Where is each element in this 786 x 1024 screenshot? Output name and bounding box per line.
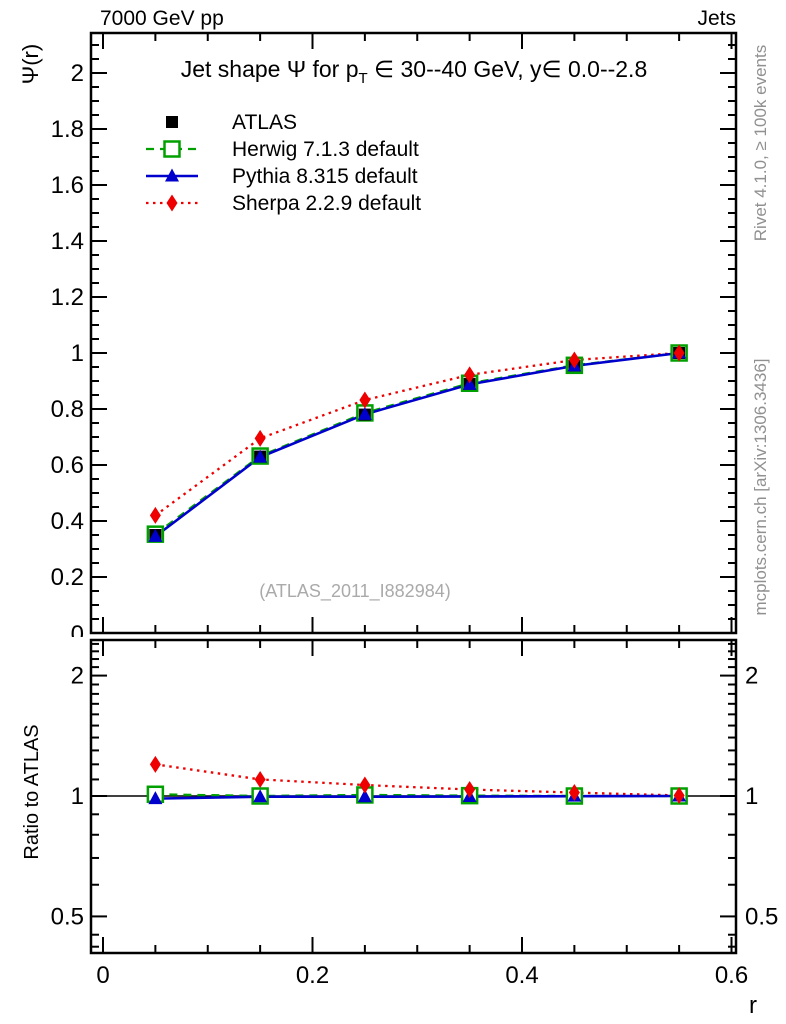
main-y-axis-label: Ψ(r) xyxy=(18,44,43,84)
series-marker-sherpa xyxy=(568,351,580,369)
series-marker-pythia xyxy=(253,449,268,463)
legend-label: Herwig 7.1.3 default xyxy=(232,138,419,161)
beam-energy-label: 7000 GeV pp xyxy=(100,7,224,30)
series-line-sherpa xyxy=(154,351,680,517)
ratio-y-tick-label-right: 0.5 xyxy=(745,903,778,930)
series-marker-sherpa xyxy=(149,506,161,524)
x-axis-label: r xyxy=(749,992,757,1019)
main-y-tick-label: 0.6 xyxy=(51,452,84,479)
x-tick-label: 0.6 xyxy=(715,962,748,989)
series-marker-sherpa xyxy=(254,770,266,788)
series-marker-sherpa xyxy=(166,194,178,212)
analysis-group-label: Jets xyxy=(697,7,736,30)
series-line-sherpa xyxy=(155,763,680,797)
main-y-tick-label: 1.2 xyxy=(51,284,84,311)
main-y-tick-label: 2 xyxy=(71,60,84,87)
main-panel-series xyxy=(146,344,688,543)
main-y-tick-label: 1.6 xyxy=(51,172,84,199)
x-tick-label: 0 xyxy=(96,962,109,989)
mcplots-arxiv-note: mcplots.cern.ch [arXiv:1306.3436] xyxy=(751,358,770,615)
series-marker-sherpa xyxy=(673,344,685,362)
ratio-y-tick-label-left: 2 xyxy=(71,663,84,690)
series-marker-sherpa xyxy=(149,755,161,773)
series-marker-pythia xyxy=(253,789,268,803)
legend: ATLAS Herwig 7.1.3 default Pythia 8.315 de… xyxy=(146,111,421,215)
series-marker-sherpa xyxy=(464,366,476,384)
ratio-y-tick-label-left: 0.5 xyxy=(51,903,84,930)
series-marker-pythia xyxy=(148,791,163,805)
main-y-tick-label: 0.2 xyxy=(51,564,84,591)
series-marker-pythia xyxy=(165,168,179,182)
x-tick-label: 0.2 xyxy=(296,962,329,989)
series-line-pythia xyxy=(155,794,680,800)
rivet-version-note: Rivet 4.1.0, ≥ 100k events xyxy=(751,45,770,241)
plot-title-post: ∈ 30--40 GeV, y∈ 0.0--2.8 xyxy=(368,56,648,82)
series-marker-sherpa xyxy=(359,391,371,409)
series-marker-pythia xyxy=(357,789,372,803)
series-marker-sherpa xyxy=(359,776,371,794)
main-y-tick-labels: 0.2 0.4 0.6 0.8 1 1.2 1.4 1.6 1.8 2 0 xyxy=(51,60,84,648)
legend-label: ATLAS xyxy=(232,111,297,134)
series-marker-sherpa xyxy=(673,786,685,804)
legend-label: Pythia 8.315 default xyxy=(232,165,418,188)
series-marker-pythia xyxy=(462,376,477,390)
main-y-tick-label: 0.4 xyxy=(51,508,84,535)
ratio-y-axis-label: Ratio to ATLAS xyxy=(21,724,43,859)
main-panel-frame xyxy=(89,31,738,635)
plot-title-pre: Jet shape Ψ for p xyxy=(181,56,359,82)
series-marker-sherpa xyxy=(568,784,580,802)
main-y-tick-label: 1.8 xyxy=(51,116,84,143)
ratio-y-tick-label-right: 2 xyxy=(745,663,758,690)
series-marker-pythia xyxy=(148,528,163,542)
series-line-herwig xyxy=(154,351,680,536)
plot-title: Jet shape Ψ for pT ∈ 30--40 GeV, y∈ 0.0-… xyxy=(181,56,648,87)
main-y-tick-label: 1.4 xyxy=(51,228,84,255)
main-y-tick-label: 0 xyxy=(71,621,84,648)
ratio-panel-series xyxy=(91,755,736,805)
series-marker-sherpa xyxy=(254,429,266,447)
legend-label: Sherpa 2.2.9 default xyxy=(232,192,421,215)
x-tick-label: 0.4 xyxy=(505,962,538,989)
main-y-tick-label: 1 xyxy=(71,340,84,367)
ratio-y-tick-label-left: 1 xyxy=(71,783,84,810)
series-marker-herwig xyxy=(163,140,181,158)
ratio-y-tick-label-right: 1 xyxy=(745,783,758,810)
main-y-tick-label: 0.8 xyxy=(51,396,84,423)
series-marker-sherpa xyxy=(464,781,476,799)
series-line-pythia xyxy=(154,351,680,538)
axis-tick-labels: 0 0.2 0.4 0.6 2 2 1 1 0.5 0.5 xyxy=(51,663,779,989)
analysis-id-watermark: (ATLAS_2011_I882984) xyxy=(259,581,450,602)
series-marker-pythia xyxy=(357,406,372,420)
series-marker-atlas xyxy=(166,116,178,128)
plot-title-sub: T xyxy=(359,70,368,87)
